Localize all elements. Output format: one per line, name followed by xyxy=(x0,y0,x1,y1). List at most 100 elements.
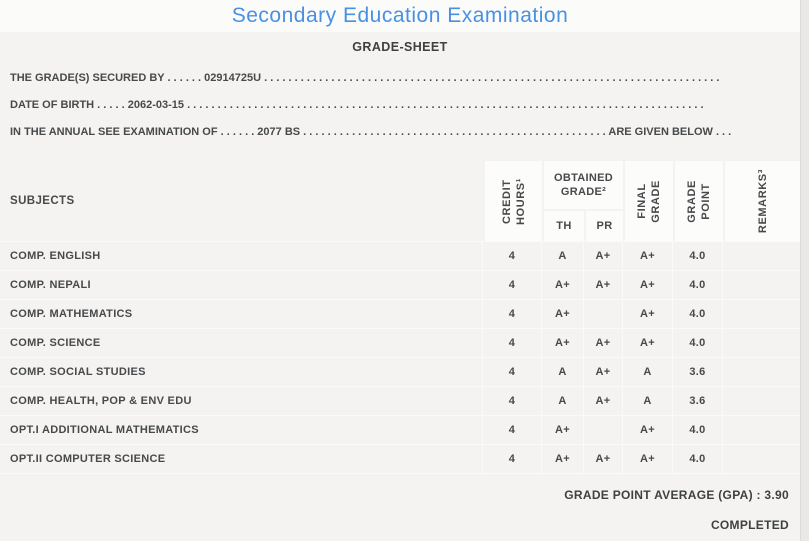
cell-credit-hours: 4 xyxy=(483,271,542,300)
cell-subject: COMP. NEPALI xyxy=(0,271,483,300)
cell-pr-grade: A+ xyxy=(584,329,623,358)
cell-pr-grade: A+ xyxy=(584,358,623,387)
cell-credit-hours: 4 xyxy=(483,300,542,329)
column-header-pr: PR xyxy=(584,211,623,241)
table-row: COMP. MATHEMATICS 4 A+ A+ 4.0 xyxy=(0,300,800,329)
final-grade-rotated-label: FINAL GRADE xyxy=(635,180,663,223)
scrollbar-track[interactable] xyxy=(800,0,809,541)
grade-point-line2: POINT xyxy=(700,182,712,220)
table-row: COMP. SOCIAL STUDIES 4 A A+ A 3.6 xyxy=(0,358,800,387)
table-row: COMP. SCIENCE 4 A+ A+ A+ 4.0 xyxy=(0,329,800,358)
cell-grade-point: 3.6 xyxy=(673,358,723,387)
cell-remarks xyxy=(723,358,800,387)
info-section: THE GRADE(S) SECURED BY . . . . . . 0291… xyxy=(0,65,800,146)
cell-subject: COMP. SOCIAL STUDIES xyxy=(0,358,483,387)
cell-subject: COMP. HEALTH, POP & ENV EDU xyxy=(0,387,483,416)
cell-subject: OPT.I ADDITIONAL MATHEMATICS xyxy=(0,416,483,445)
cell-th-grade: A xyxy=(542,242,584,271)
cell-remarks xyxy=(723,242,800,271)
final-grade-line2: GRADE xyxy=(650,179,662,223)
cell-final-grade: A+ xyxy=(623,445,673,474)
obtained-grade-line1: OBTAINED xyxy=(553,172,614,184)
cell-grade-point: 4.0 xyxy=(673,271,723,300)
column-header-grade-point: GRADE POINT xyxy=(673,161,723,241)
column-header-final-grade: FINAL GRADE xyxy=(623,161,673,241)
table-body: COMP. ENGLISH 4 A A+ A+ 4.0 COMP. NEPALI… xyxy=(0,241,800,474)
cell-remarks xyxy=(723,387,800,416)
cell-subject: OPT.II COMPUTER SCIENCE xyxy=(0,445,483,474)
credit-hours-rotated-label: CREDIT HOURS¹ xyxy=(500,178,528,225)
column-header-credit-hours: CREDIT HOURS¹ xyxy=(483,161,542,241)
cell-final-grade: A+ xyxy=(623,329,673,358)
cell-grade-point: 4.0 xyxy=(673,300,723,329)
cell-pr-grade xyxy=(584,416,623,445)
info-line-date-of-birth: DATE OF BIRTH . . . . . 2062-03-15 . . .… xyxy=(10,99,704,111)
cell-th-grade: A xyxy=(542,358,584,387)
cell-credit-hours: 4 xyxy=(483,329,542,358)
cell-subject: COMP. ENGLISH xyxy=(0,242,483,271)
column-header-subjects: SUBJECTS xyxy=(10,195,75,207)
credit-hours-line1: CREDIT xyxy=(500,178,513,224)
cell-final-grade: A+ xyxy=(623,300,673,329)
summary-section: GRADE POINT AVERAGE (GPA) : 3.90 COMPLET… xyxy=(0,480,800,540)
cell-credit-hours: 4 xyxy=(483,445,542,474)
cell-pr-grade: A+ xyxy=(584,271,623,300)
table-row: COMP. HEALTH, POP & ENV EDU 4 A A+ A 3.6 xyxy=(0,387,800,416)
cell-remarks xyxy=(723,271,800,300)
column-header-obtained-grade: OBTAINED GRADE² xyxy=(542,161,623,209)
gpa-line: GRADE POINT AVERAGE (GPA) : 3.90 xyxy=(564,488,789,502)
grade-point-rotated-label: GRADE POINT xyxy=(685,180,713,223)
cell-remarks xyxy=(723,300,800,329)
column-header-remarks: REMARKS³ xyxy=(723,161,800,241)
title-band: Secondary Education Examination xyxy=(0,0,800,32)
cell-th-grade: A+ xyxy=(542,300,584,329)
table-row: COMP. NEPALI 4 A+ A+ A+ 4.0 xyxy=(0,271,800,300)
status-line: COMPLETED xyxy=(710,518,789,532)
cell-final-grade: A xyxy=(623,358,673,387)
cell-pr-grade: A+ xyxy=(584,445,623,474)
cell-credit-hours: 4 xyxy=(483,416,542,445)
remarks-line1: REMARKS³ xyxy=(756,168,769,234)
cell-pr-grade: A+ xyxy=(584,387,623,416)
cell-subject: COMP. SCIENCE xyxy=(0,329,483,358)
cell-remarks xyxy=(723,416,800,445)
page-title: Secondary Education Examination xyxy=(231,4,569,27)
column-header-th: TH xyxy=(542,211,584,241)
cell-grade-point: 4.0 xyxy=(673,242,723,271)
cell-credit-hours: 4 xyxy=(483,387,542,416)
cell-grade-point: 4.0 xyxy=(673,329,723,358)
cell-credit-hours: 4 xyxy=(483,358,542,387)
cell-final-grade: A xyxy=(623,387,673,416)
cell-remarks xyxy=(723,329,800,358)
cell-final-grade: A+ xyxy=(623,416,673,445)
cell-pr-grade: A+ xyxy=(584,242,623,271)
remarks-rotated-label: REMARKS³ xyxy=(756,169,770,233)
cell-th-grade: A+ xyxy=(542,445,584,474)
grade-point-line1: GRADE xyxy=(686,179,698,223)
obtained-grade-subheader-row: TH PR xyxy=(542,209,623,241)
cell-remarks xyxy=(723,445,800,474)
cell-grade-point: 4.0 xyxy=(673,416,723,445)
cell-th-grade: A xyxy=(542,387,584,416)
table-header: SUBJECTS CREDIT HOURS¹ OBTAINED GRADE² T… xyxy=(0,161,800,241)
info-line-grades-secured-by: THE GRADE(S) SECURED BY . . . . . . 0291… xyxy=(10,72,720,84)
cell-th-grade: A+ xyxy=(542,416,584,445)
column-header-obtained-grade-group: OBTAINED GRADE² TH PR xyxy=(542,161,623,241)
table-row: OPT.I ADDITIONAL MATHEMATICS 4 A+ A+ 4.0 xyxy=(0,416,800,445)
final-grade-line1: FINAL xyxy=(636,183,648,219)
table-row: OPT.II COMPUTER SCIENCE 4 A+ A+ A+ 4.0 xyxy=(0,445,800,474)
cell-th-grade: A+ xyxy=(542,329,584,358)
cell-grade-point: 4.0 xyxy=(673,445,723,474)
cell-credit-hours: 4 xyxy=(483,242,542,271)
info-line-examination-year: IN THE ANNUAL SEE EXAMINATION OF . . . .… xyxy=(10,126,732,138)
cell-th-grade: A+ xyxy=(542,271,584,300)
obtained-grade-line2: GRADE² xyxy=(560,186,607,198)
cell-grade-point: 3.6 xyxy=(673,387,723,416)
cell-pr-grade xyxy=(584,300,623,329)
table-row: COMP. ENGLISH 4 A A+ A+ 4.0 xyxy=(0,242,800,271)
page-subtitle: GRADE-SHEET xyxy=(352,40,448,54)
cell-subject: COMP. MATHEMATICS xyxy=(0,300,483,329)
cell-final-grade: A+ xyxy=(623,242,673,271)
